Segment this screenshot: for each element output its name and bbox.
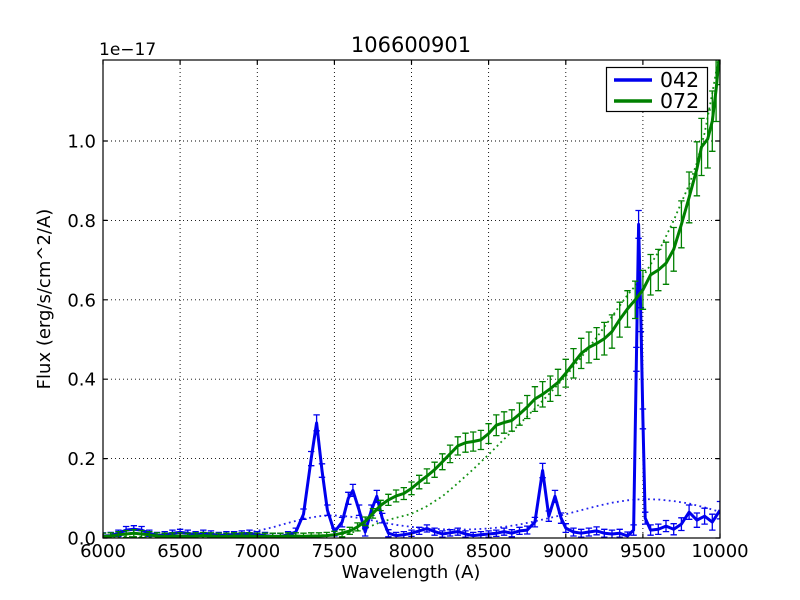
legend-label-072: 072 (660, 89, 699, 113)
series-layer (103, 60, 720, 538)
x-tick-label-6500: 6500 (157, 541, 203, 562)
x-tick-label-10000: 10000 (691, 541, 748, 562)
chart-title: 106600901 (351, 33, 471, 57)
legend-box (605, 66, 709, 113)
legend: 042 072 (605, 66, 709, 113)
x-tick-label-6000: 6000 (80, 541, 126, 562)
series-072-line (103, 60, 720, 538)
x-tick-label-8000: 8000 (389, 541, 435, 562)
grid-lines (103, 60, 720, 538)
x-tick-label-7000: 7000 (234, 541, 280, 562)
y-tick-label-0.6: 0.6 (67, 290, 96, 311)
y-tick-label-0.0: 0.0 (67, 529, 96, 550)
series-042-model-line (103, 498, 720, 538)
y-axis-label: Flux (erg/s/cm^2/A) (34, 209, 55, 390)
y-tick-label-0.8: 0.8 (67, 211, 96, 232)
y-tick-label-1.0: 1.0 (67, 132, 96, 153)
y-tick-label-0.4: 0.4 (67, 370, 96, 391)
x-tick-label-9500: 9500 (620, 541, 666, 562)
y-tick-label-0.2: 0.2 (67, 449, 96, 470)
y-axis-offset-label: 1e−17 (99, 40, 156, 60)
x-tick-label-7500: 7500 (311, 541, 357, 562)
plot-area: 6000 6500 7000 7500 8000 8500 9000 9500 10000 0.0… (67, 59, 749, 562)
legend-label-042: 042 (660, 68, 699, 92)
axis-ticks (102, 60, 721, 539)
x-tick-label-9000: 9000 (543, 541, 589, 562)
x-axis-label: Wavelength (A) (342, 562, 481, 583)
x-tick-label-8500: 8500 (466, 541, 512, 562)
